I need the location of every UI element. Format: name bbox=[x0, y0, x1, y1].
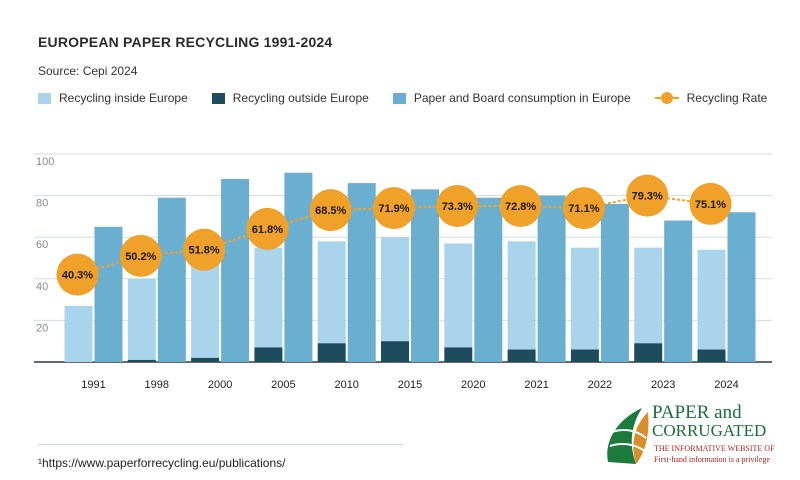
bar-consumption-1998 bbox=[157, 197, 186, 362]
legend-swatch-inside bbox=[38, 92, 51, 104]
bar-outside-2022 bbox=[570, 349, 599, 362]
bar-inside-2000 bbox=[191, 264, 220, 358]
legend-item-outside: Recycling outside Europe bbox=[211, 91, 369, 105]
rate-label-2024: 75.1% bbox=[695, 199, 726, 211]
rate-point-2020 bbox=[436, 185, 479, 227]
bar-inside-2005 bbox=[254, 247, 283, 348]
bar-consumption-1991 bbox=[94, 226, 123, 362]
legend-item-consumption: Paper and Board consumption in Europe bbox=[392, 91, 631, 105]
y-tick-label: 40 bbox=[36, 281, 48, 293]
x-tick-label-2000: 2000 bbox=[208, 379, 232, 391]
rate-label-2021: 72.8% bbox=[505, 201, 536, 213]
bar-outside-2023 bbox=[634, 343, 663, 362]
bar-outside-2010 bbox=[317, 343, 346, 362]
bar-outside-2005 bbox=[254, 347, 283, 362]
logo-tagline2: First-hand information is a privilege bbox=[654, 455, 770, 464]
logo-line1: PAPER and bbox=[652, 402, 742, 423]
bar-consumption-2015 bbox=[411, 189, 439, 362]
logo-tagline1: THE INFORMATIVE WEBSITE OF bbox=[654, 444, 775, 453]
bar-consumption-2024 bbox=[727, 212, 756, 362]
bar-inside-2023 bbox=[634, 247, 663, 344]
legend: Recycling inside Europe Recycling outsid… bbox=[38, 91, 791, 105]
rate-label-1991: 40.3% bbox=[62, 270, 93, 282]
y-tick-label: 60 bbox=[36, 239, 48, 251]
legend-label-rate: Recycling Rate bbox=[686, 91, 768, 105]
x-tick-label-2024: 2024 bbox=[714, 379, 738, 391]
bar-inside-2021 bbox=[507, 241, 536, 350]
x-tick-label-2020: 2020 bbox=[461, 379, 485, 391]
logo-wordmark: PAPER and CORRUGATED bbox=[652, 402, 767, 440]
x-tick-label-2015: 2015 bbox=[398, 379, 422, 391]
bar-inside-2022 bbox=[570, 247, 599, 350]
bar-consumption-2023 bbox=[664, 220, 693, 362]
rate-point-2022 bbox=[562, 187, 605, 230]
chart-subtitle: Source: Cepi 2024 bbox=[38, 64, 138, 78]
rate-label-2022: 71.1% bbox=[568, 203, 599, 215]
legend-line-left bbox=[654, 97, 661, 99]
y-tick-label: 100 bbox=[36, 156, 54, 168]
bar-inside-2024 bbox=[697, 249, 726, 350]
legend-swatch-consumption bbox=[392, 92, 406, 104]
legend-line-right bbox=[672, 97, 679, 99]
legend-label-inside: Recycling inside Europe bbox=[59, 91, 188, 105]
bar-consumption-2010 bbox=[347, 183, 376, 362]
x-tick-label-2023: 2023 bbox=[651, 379, 675, 391]
rate-point-2015 bbox=[373, 187, 415, 230]
bar-outside-1998 bbox=[127, 359, 156, 362]
bar-outside-2024 bbox=[697, 349, 726, 362]
x-tick-label-2005: 2005 bbox=[271, 379, 295, 391]
bar-consumption-2022 bbox=[600, 203, 629, 362]
rate-point-2024 bbox=[689, 182, 732, 225]
legend-item-rate: Recycling Rate bbox=[654, 91, 768, 105]
x-tick-label-2021: 2021 bbox=[524, 379, 548, 391]
bar-outside-2021 bbox=[507, 349, 536, 362]
rate-point-2000 bbox=[183, 228, 226, 271]
logo-emblem-icon bbox=[607, 408, 649, 464]
footnote-divider bbox=[38, 444, 403, 445]
paper-and-corrugated-logo: PAPER and CORRUGATED THE INFORMATIVE WEB… bbox=[602, 402, 792, 474]
rate-point-2010 bbox=[309, 189, 352, 232]
legend-label-consumption: Paper and Board consumption in Europe bbox=[413, 91, 631, 105]
rate-label-2010: 68.5% bbox=[315, 205, 346, 217]
bar-inside-2015 bbox=[381, 237, 409, 342]
rate-point-1998 bbox=[119, 234, 162, 277]
bar-consumption-2000 bbox=[221, 178, 250, 362]
bar-consumption-2020 bbox=[474, 197, 503, 362]
legend-dot-rate bbox=[660, 92, 673, 104]
rate-label-2020: 73.3% bbox=[442, 201, 473, 213]
rate-point-1991 bbox=[56, 253, 99, 296]
bar-inside-1991 bbox=[64, 305, 93, 362]
bar-outside-2015 bbox=[381, 341, 409, 362]
rate-label-1998: 50.2% bbox=[125, 251, 156, 263]
rate-point-2023 bbox=[626, 174, 669, 217]
rate-label-2015: 71.9% bbox=[378, 203, 409, 215]
x-tick-label-2010: 2010 bbox=[334, 379, 358, 391]
bar-inside-1998 bbox=[127, 278, 156, 360]
rate-point-2005 bbox=[246, 207, 289, 250]
y-tick-label: 80 bbox=[36, 198, 48, 210]
legend-item-inside: Recycling inside Europe bbox=[38, 91, 188, 105]
rate-label-2005: 61.8% bbox=[252, 224, 283, 236]
y-tick-label: 20 bbox=[36, 322, 48, 334]
bar-inside-2010 bbox=[317, 241, 346, 344]
chart-title: EUROPEAN PAPER RECYCLING 1991-2024 bbox=[38, 34, 333, 50]
x-tick-label-2022: 2022 bbox=[588, 379, 612, 391]
footnote-link[interactable]: ¹https://www.paperforrecycling.eu/public… bbox=[38, 456, 286, 470]
rate-point-2021 bbox=[499, 185, 542, 227]
bar-outside-2020 bbox=[444, 347, 473, 362]
legend-label-outside: Recycling outside Europe bbox=[232, 91, 369, 105]
bar-consumption-2005 bbox=[284, 172, 313, 362]
bar-inside-2020 bbox=[444, 243, 473, 348]
x-tick-label-1991: 1991 bbox=[81, 379, 105, 391]
bar-consumption-2021 bbox=[537, 195, 566, 362]
legend-swatch-outside bbox=[211, 92, 225, 104]
rate-label-2000: 51.8% bbox=[188, 245, 219, 257]
logo-line2: CORRUGATED bbox=[652, 421, 767, 440]
bar-outside-2000 bbox=[191, 357, 220, 362]
x-tick-label-1998: 1998 bbox=[145, 379, 169, 391]
rate-label-2023: 79.3% bbox=[632, 191, 663, 203]
